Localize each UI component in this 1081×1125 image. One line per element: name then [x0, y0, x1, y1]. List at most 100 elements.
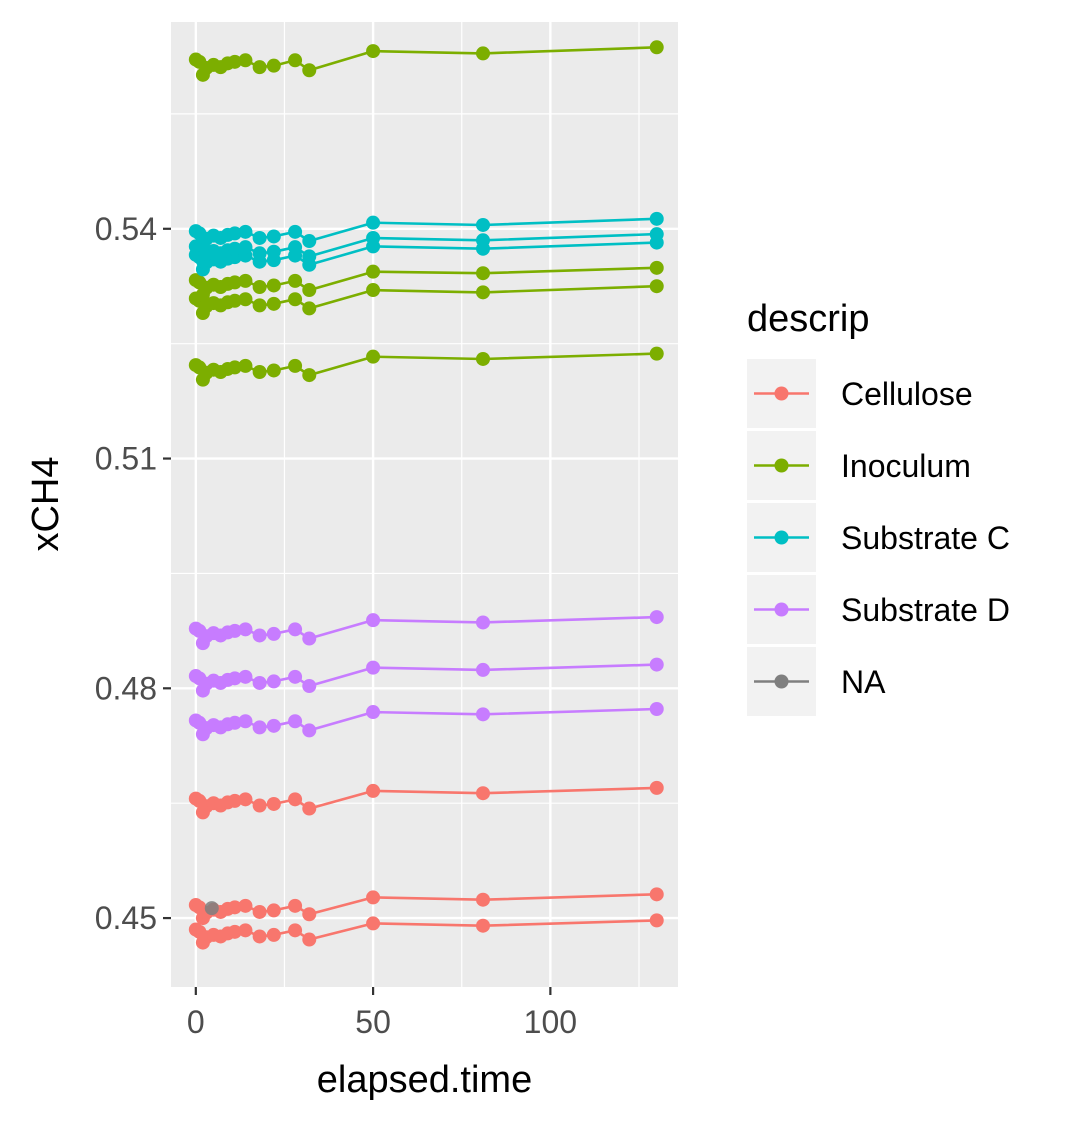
legend-label: Cellulose — [841, 376, 973, 412]
series-inoculum — [188, 260, 664, 302]
data-point — [366, 660, 381, 675]
data-point — [288, 292, 303, 307]
data-point — [238, 240, 253, 255]
data-point — [238, 53, 253, 68]
data-point — [649, 780, 664, 795]
series-cellulose — [188, 913, 664, 950]
data-point — [288, 898, 303, 913]
data-point — [649, 657, 664, 672]
legend-title: descrip — [747, 298, 870, 340]
data-point — [266, 278, 281, 293]
data-point — [476, 233, 490, 248]
data-point — [288, 622, 303, 637]
plot-panel — [171, 22, 678, 987]
legend-key-point — [774, 674, 789, 689]
data-point — [476, 285, 490, 300]
data-point — [302, 283, 317, 298]
data-point — [366, 349, 381, 364]
legend-entry-substrate-d: Substrate D — [747, 575, 1010, 644]
x-axis-title: elapsed.time — [317, 1059, 532, 1101]
data-point — [227, 924, 242, 939]
data-point — [366, 705, 381, 720]
data-point — [366, 230, 381, 245]
data-point — [266, 796, 281, 811]
data-point — [252, 60, 267, 75]
data-point — [302, 631, 317, 646]
data-point — [252, 720, 267, 735]
data-point — [238, 923, 253, 938]
data-point — [649, 913, 664, 928]
legend-entries: Cellulose Inoculum Substrate C Substrate D N… — [747, 359, 1010, 716]
y-tick-label: 0.48 — [95, 670, 157, 706]
data-point — [288, 714, 303, 729]
data-point — [302, 679, 317, 694]
data-point — [366, 264, 381, 279]
data-point — [266, 363, 281, 378]
data-point — [476, 266, 490, 281]
data-point — [288, 273, 303, 288]
data-point — [476, 615, 490, 630]
data-point — [649, 279, 664, 294]
series-inoculum — [188, 279, 664, 321]
legend-entry-substrate-c: Substrate C — [747, 503, 1010, 572]
data-point — [288, 923, 303, 938]
data-point — [252, 798, 267, 813]
series-cellulose — [188, 780, 664, 820]
data-point — [227, 293, 242, 308]
data-point — [302, 249, 317, 264]
legend-label: NA — [841, 664, 886, 700]
data-point — [476, 707, 490, 722]
series-substrate-c — [188, 227, 664, 268]
data-point — [227, 623, 242, 638]
data-point — [238, 358, 253, 373]
data-point — [288, 358, 303, 373]
data-point — [366, 890, 381, 905]
data-point — [227, 715, 242, 730]
legend-key-point — [774, 386, 789, 401]
data-point — [266, 718, 281, 733]
legend: descrip Cellulose Inoculum Substrate C Subs… — [747, 298, 1010, 716]
data-point — [649, 610, 664, 625]
data-point — [266, 296, 281, 311]
data-point — [227, 793, 242, 808]
data-point — [238, 898, 253, 913]
y-axis-title: xCH4 — [25, 456, 67, 551]
data-point — [238, 273, 253, 288]
data-point — [476, 918, 490, 933]
data-point — [476, 46, 490, 61]
series-substrate-d — [188, 701, 664, 742]
data-point — [302, 368, 317, 383]
x-tick-label: 50 — [355, 1004, 391, 1040]
data-point — [366, 783, 381, 798]
data-point — [227, 226, 242, 241]
legend-label: Substrate C — [841, 520, 1010, 556]
data-point — [238, 792, 253, 807]
series-layer — [188, 40, 664, 950]
data-point — [252, 929, 267, 944]
data-point — [266, 674, 281, 689]
legend-key-point — [774, 530, 789, 545]
data-point — [238, 622, 253, 637]
series-inoculum — [188, 40, 664, 82]
data-point — [227, 900, 242, 915]
data-point — [266, 58, 281, 73]
data-point — [649, 227, 664, 242]
data-point — [288, 792, 303, 807]
data-point — [252, 298, 267, 313]
data-point — [302, 932, 317, 947]
data-point — [266, 229, 281, 244]
data-point — [252, 628, 267, 643]
y-tick-label: 0.54 — [95, 211, 157, 247]
y-tick-label: 0.45 — [95, 900, 157, 936]
legend-entry-cellulose: Cellulose — [747, 359, 973, 428]
data-point — [649, 40, 664, 55]
x-tick-label: 100 — [524, 1004, 577, 1040]
legend-entry-inoculum: Inoculum — [747, 431, 971, 500]
data-point — [302, 63, 317, 78]
data-point — [252, 230, 267, 245]
data-point — [302, 723, 317, 738]
data-point — [476, 786, 490, 801]
data-point — [649, 346, 664, 361]
data-point — [266, 927, 281, 942]
data-point — [288, 240, 303, 255]
